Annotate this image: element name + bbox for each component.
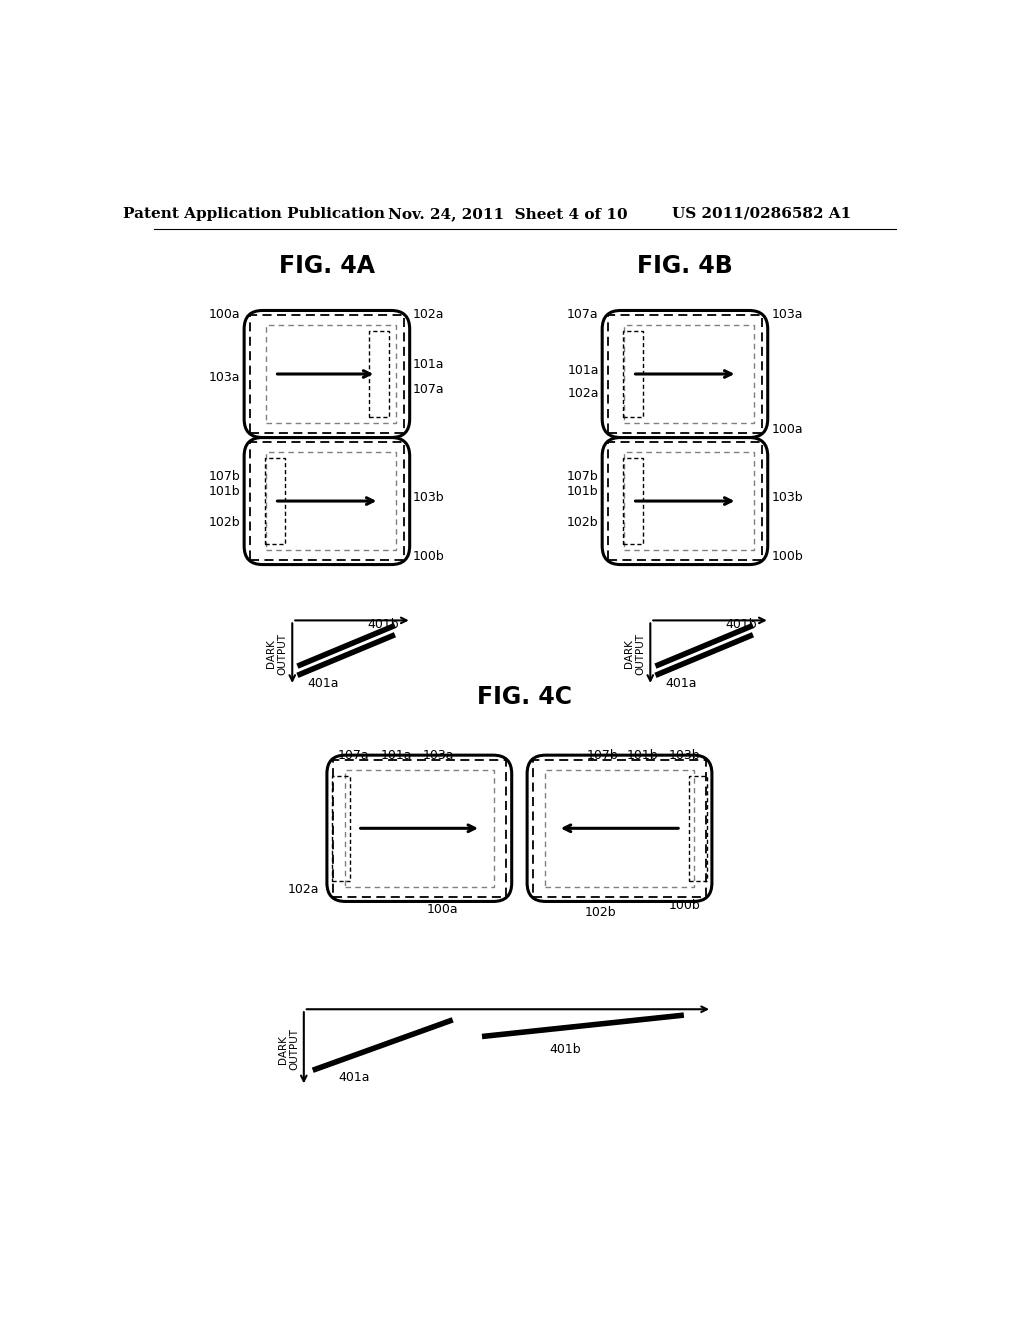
Bar: [250, 442, 403, 560]
Text: 100b: 100b: [771, 550, 803, 564]
Bar: [333, 760, 506, 896]
Text: Patent Application Publication: Patent Application Publication: [123, 207, 385, 220]
Text: FIG. 4A: FIG. 4A: [279, 255, 375, 279]
Text: 100a: 100a: [771, 422, 803, 436]
Text: 107b: 107b: [567, 470, 599, 483]
Text: 107b: 107b: [587, 748, 618, 762]
Bar: [345, 770, 494, 887]
Text: 401a: 401a: [666, 677, 697, 690]
Text: 401a: 401a: [307, 677, 339, 690]
Bar: [265, 453, 396, 550]
Bar: [264, 458, 285, 544]
Text: 107a: 107a: [338, 748, 370, 762]
Text: 107b: 107b: [209, 470, 241, 483]
Text: 103b: 103b: [413, 491, 444, 504]
Text: US 2011/0286582 A1: US 2011/0286582 A1: [673, 207, 852, 220]
Text: 102a: 102a: [288, 883, 319, 896]
Text: 103b: 103b: [771, 491, 803, 504]
Text: DARK
OUTPUT: DARK OUTPUT: [624, 632, 646, 675]
Bar: [545, 770, 694, 887]
Text: 401b: 401b: [368, 618, 399, 631]
Bar: [332, 776, 350, 880]
Text: 401b: 401b: [725, 618, 757, 631]
Text: 100a: 100a: [209, 308, 241, 321]
Text: 100b: 100b: [413, 550, 444, 564]
Text: FIG. 4C: FIG. 4C: [477, 685, 572, 709]
Text: 101a: 101a: [381, 748, 412, 762]
Bar: [250, 315, 403, 433]
Text: 101b: 101b: [627, 748, 658, 762]
Text: 107a: 107a: [413, 383, 444, 396]
Text: 101a: 101a: [567, 363, 599, 376]
Text: 100a: 100a: [427, 903, 458, 916]
Bar: [534, 760, 706, 896]
Text: 401a: 401a: [338, 1071, 370, 1084]
Text: 102a: 102a: [413, 308, 444, 321]
Bar: [265, 325, 396, 422]
Bar: [623, 458, 643, 544]
Text: 101b: 101b: [567, 486, 599, 499]
Bar: [624, 325, 754, 422]
Text: 101a: 101a: [413, 358, 444, 371]
Text: 103a: 103a: [423, 748, 455, 762]
Text: 401b: 401b: [550, 1043, 582, 1056]
Bar: [624, 453, 754, 550]
Text: 102a: 102a: [567, 387, 599, 400]
Bar: [370, 331, 389, 417]
Text: 100b: 100b: [669, 899, 700, 912]
Text: Nov. 24, 2011  Sheet 4 of 10: Nov. 24, 2011 Sheet 4 of 10: [388, 207, 628, 220]
Text: 103a: 103a: [209, 371, 241, 384]
Text: 101b: 101b: [209, 486, 241, 499]
Bar: [608, 315, 762, 433]
Text: 102b: 102b: [209, 516, 241, 529]
Text: DARK
OUTPUT: DARK OUTPUT: [278, 1028, 299, 1071]
Text: 103b: 103b: [669, 748, 700, 762]
Text: 103a: 103a: [771, 308, 803, 321]
Bar: [623, 331, 643, 417]
Bar: [608, 442, 762, 560]
Text: DARK
OUTPUT: DARK OUTPUT: [266, 632, 288, 675]
Text: 102b: 102b: [585, 907, 616, 920]
Text: 102b: 102b: [567, 516, 599, 529]
Bar: [689, 776, 708, 880]
Text: 107a: 107a: [567, 308, 599, 321]
Text: FIG. 4B: FIG. 4B: [637, 255, 733, 279]
